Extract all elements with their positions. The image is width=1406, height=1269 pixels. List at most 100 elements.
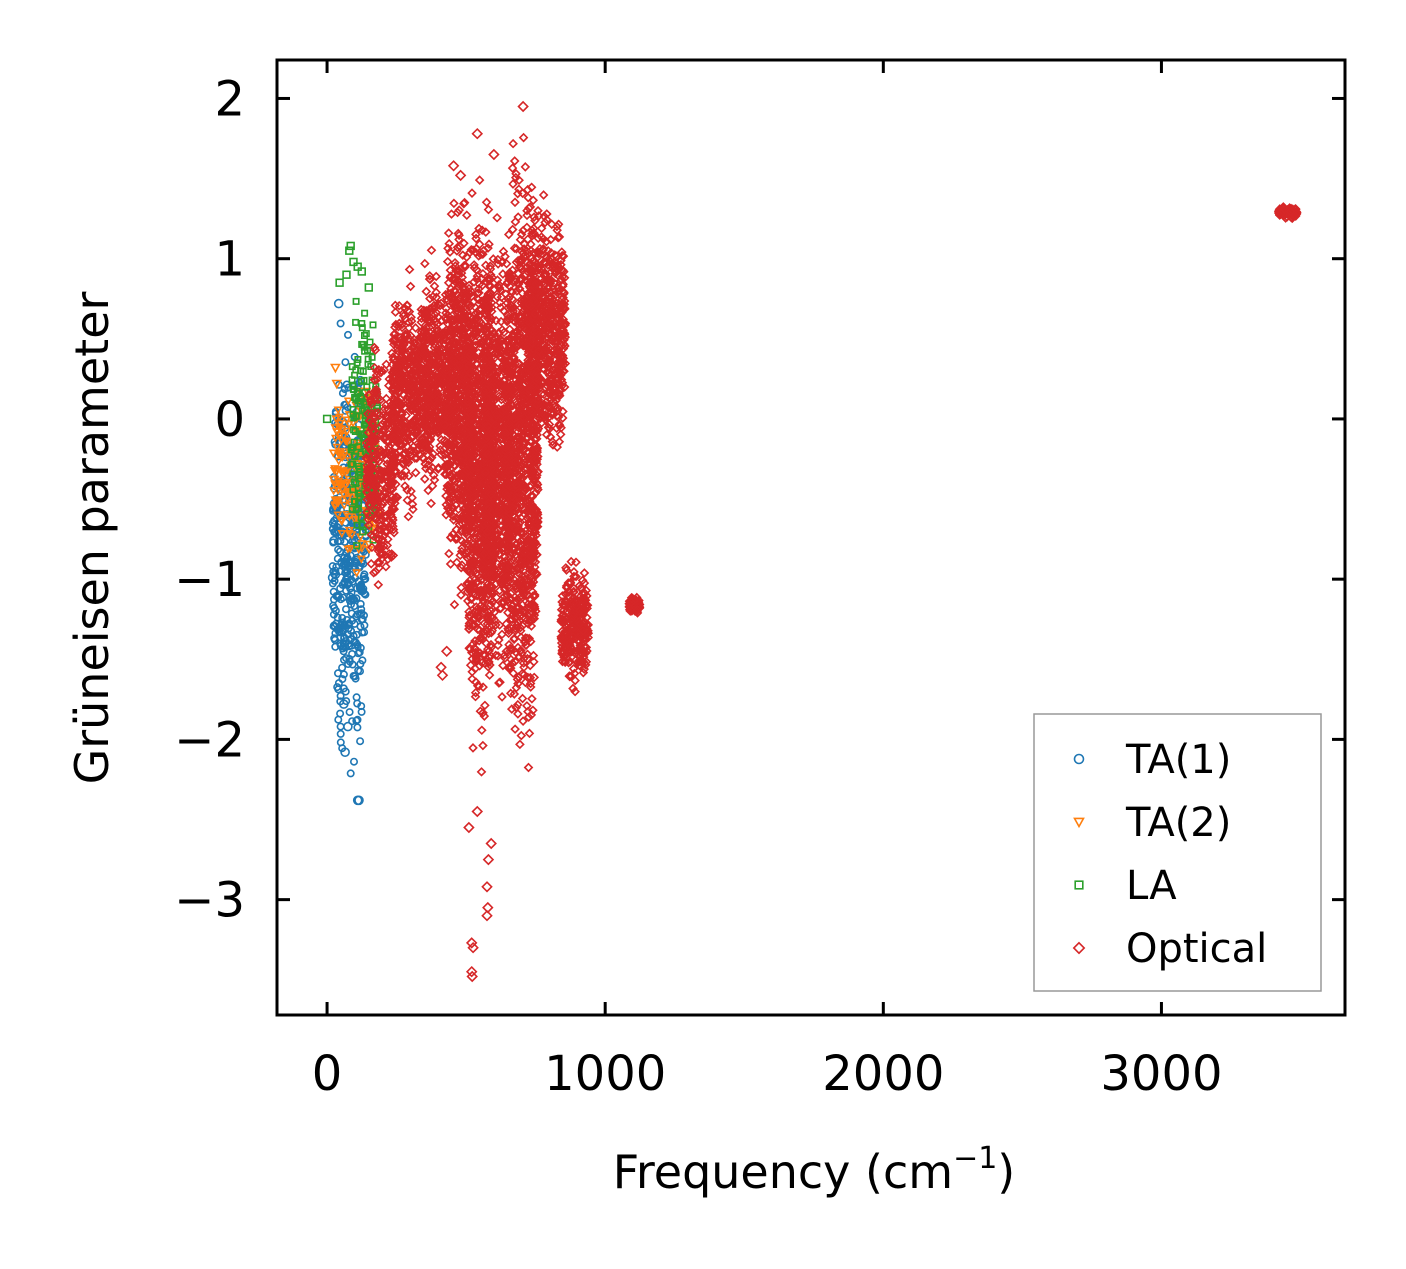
data-point (339, 491, 349, 500)
data-point (373, 579, 384, 590)
data-point (454, 519, 465, 530)
data-point (510, 197, 520, 208)
data-point (377, 535, 387, 546)
data-point (404, 384, 414, 394)
data-point (480, 593, 490, 604)
series-optical (361, 100, 1302, 983)
data-point (417, 446, 428, 456)
plot-points (322, 100, 1302, 983)
data-point (402, 300, 412, 310)
data-point (336, 319, 345, 328)
data-point (523, 762, 534, 773)
data-point (489, 549, 500, 560)
data-point (358, 615, 367, 624)
data-point (493, 510, 504, 521)
data-point (390, 307, 401, 317)
data-point (465, 660, 476, 671)
data-point (467, 582, 478, 593)
data-point (333, 465, 343, 474)
data-point (343, 553, 352, 562)
data-point (440, 289, 451, 300)
data-point (511, 480, 522, 490)
data-point (464, 618, 475, 629)
data-point (337, 529, 347, 539)
data-point (471, 532, 482, 543)
data-point (428, 470, 439, 481)
data-point (481, 296, 491, 307)
data-point (371, 480, 382, 490)
data-point (488, 373, 499, 383)
data-point (322, 414, 332, 424)
data-point (455, 410, 466, 421)
data-point (500, 653, 510, 663)
data-point (453, 446, 464, 457)
data-point (449, 285, 460, 296)
data-point (362, 507, 372, 517)
data-point (431, 323, 442, 334)
data-point (493, 343, 504, 354)
data-point (489, 607, 500, 617)
data-point (364, 499, 375, 509)
data-point (340, 385, 349, 394)
data-point (336, 722, 345, 731)
data-point (468, 743, 478, 753)
data-point (494, 585, 505, 596)
data-point (516, 730, 527, 741)
data-point (382, 459, 393, 469)
data-point (462, 393, 473, 404)
data-point (330, 363, 341, 374)
data-point (432, 399, 442, 409)
data-point (428, 311, 439, 322)
data-point (452, 419, 463, 430)
data-point (444, 470, 455, 481)
data-point (502, 401, 512, 412)
data-point (354, 795, 364, 806)
data-point (334, 457, 344, 466)
data-point (424, 274, 435, 284)
data-point (486, 371, 497, 381)
data-point (383, 508, 394, 519)
data-point (528, 705, 538, 716)
data-point (403, 511, 414, 522)
data-point (498, 557, 508, 567)
data-point (471, 233, 481, 244)
data-point (487, 625, 498, 636)
data-point (477, 634, 488, 644)
data-point (349, 757, 358, 766)
data-point (499, 591, 510, 602)
data-point (498, 660, 508, 671)
data-point (433, 299, 444, 310)
data-point (389, 391, 400, 402)
data-point (473, 613, 484, 624)
data-point (399, 458, 409, 469)
data-point (424, 327, 435, 337)
data-point (333, 511, 343, 520)
data-point (376, 367, 386, 378)
data-point (481, 433, 492, 444)
data-point (382, 494, 393, 504)
data-point (335, 278, 344, 287)
data-point (338, 620, 347, 629)
data-point (512, 188, 523, 199)
data-point (343, 721, 353, 732)
data-point (358, 319, 366, 327)
data-point (496, 379, 507, 389)
data-point (374, 423, 384, 434)
data-point (470, 691, 481, 702)
data-point (467, 585, 477, 595)
data-point (330, 424, 340, 433)
data-point (486, 612, 496, 623)
data-point (484, 401, 495, 411)
data-point (476, 767, 487, 777)
data-point (452, 242, 463, 253)
data-point (494, 505, 504, 516)
data-point (398, 366, 409, 377)
data-point (501, 258, 512, 269)
data-point (514, 175, 524, 186)
data-point (373, 487, 383, 497)
data-point (387, 477, 398, 488)
data-point (425, 293, 435, 304)
data-point (336, 584, 345, 593)
